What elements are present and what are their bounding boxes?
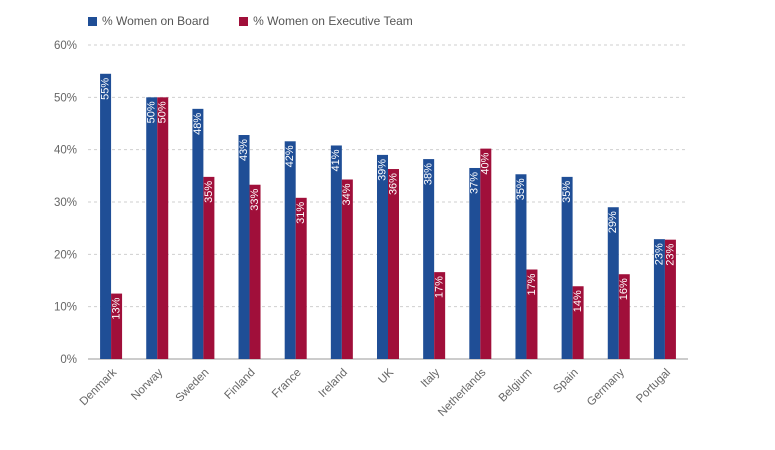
x-tick-label: France	[270, 367, 304, 401]
bar-board	[284, 141, 296, 359]
data-label: 40%	[480, 152, 492, 174]
legend-label-executive: % Women on Executive Team	[253, 14, 413, 28]
legend-swatch-executive	[239, 16, 249, 26]
data-label: 17%	[526, 273, 538, 295]
data-label: 48%	[192, 113, 204, 135]
data-label: 13%	[110, 297, 122, 319]
bar-executive	[618, 274, 630, 359]
legend-item-executive: % Women on Executive Team	[239, 14, 413, 28]
x-tick-label: Sweden	[174, 367, 212, 405]
bar-board	[377, 154, 388, 359]
y-tick-label: 0%	[60, 354, 77, 366]
y-tick-label: 40%	[54, 145, 77, 157]
bar-executive	[157, 97, 169, 359]
data-label: 14%	[572, 290, 584, 312]
x-tick-label: Portugal	[634, 367, 673, 406]
bar-executive	[526, 269, 538, 359]
data-label: 38%	[423, 163, 435, 185]
data-label: 35%	[561, 181, 573, 203]
x-tick-label: Germany	[585, 366, 627, 408]
bar-executive	[572, 286, 584, 359]
data-label: 41%	[330, 149, 342, 171]
legend-label-board: % Women on Board	[102, 14, 210, 28]
bar-executive	[203, 176, 215, 359]
y-tick-label: 60%	[54, 40, 77, 52]
bar-executive	[295, 197, 307, 359]
bar-executive	[480, 148, 492, 359]
data-label: 23%	[664, 243, 676, 265]
x-tick-label: Norway	[129, 366, 165, 402]
x-tick-label: Denmark	[78, 366, 120, 408]
data-label: 23%	[653, 243, 665, 265]
y-tick-label: 10%	[54, 302, 77, 314]
bar-board	[653, 239, 665, 359]
data-label: 35%	[515, 178, 527, 200]
bar-board	[561, 176, 573, 359]
data-label: 34%	[341, 183, 353, 205]
bar-executive	[111, 293, 123, 359]
bar-board	[515, 174, 527, 359]
data-label: 31%	[295, 202, 307, 224]
x-tick-label: Netherlands	[436, 366, 489, 419]
data-label: 29%	[607, 211, 619, 233]
y-tick-label: 50%	[54, 92, 77, 104]
bar-board	[192, 108, 204, 359]
data-label: 17%	[434, 276, 446, 298]
bar-board	[238, 135, 250, 359]
bar-executive	[249, 184, 261, 359]
bar-executive	[664, 239, 676, 359]
bar-executive	[341, 179, 353, 359]
bar-board	[423, 159, 435, 359]
data-label: 16%	[618, 278, 630, 300]
data-label: 37%	[469, 172, 481, 194]
x-tick-label: Ireland	[317, 367, 350, 400]
x-tick-label: Italy	[419, 366, 443, 390]
bar-executive	[434, 272, 446, 359]
data-label: 33%	[249, 189, 261, 211]
legend: % Women on Board % Women on Executive Te…	[88, 14, 413, 28]
data-label: 50%	[146, 101, 158, 123]
x-tick-label: UK	[376, 366, 396, 386]
x-tick-label: Belgium	[497, 367, 535, 405]
bar-board	[100, 73, 112, 360]
data-label: 36%	[387, 173, 399, 195]
y-tick-label: 30%	[54, 197, 77, 209]
bar-board	[330, 145, 342, 359]
x-tick-label: Spain	[551, 367, 580, 396]
bar-board	[146, 97, 158, 359]
data-label: 35%	[203, 181, 215, 203]
data-label: 42%	[284, 145, 296, 167]
data-label: 39%	[376, 159, 388, 181]
data-label: 50%	[157, 101, 169, 123]
y-tick-label: 20%	[54, 249, 77, 261]
legend-swatch-board	[88, 16, 97, 26]
data-label: 55%	[99, 78, 111, 100]
bar-board	[469, 167, 481, 359]
bar-executive	[388, 169, 399, 359]
legend-item-board: % Women on Board	[88, 14, 209, 28]
bar-board	[607, 207, 619, 359]
data-label: 43%	[238, 139, 250, 161]
x-tick-label: Finland	[223, 367, 258, 402]
